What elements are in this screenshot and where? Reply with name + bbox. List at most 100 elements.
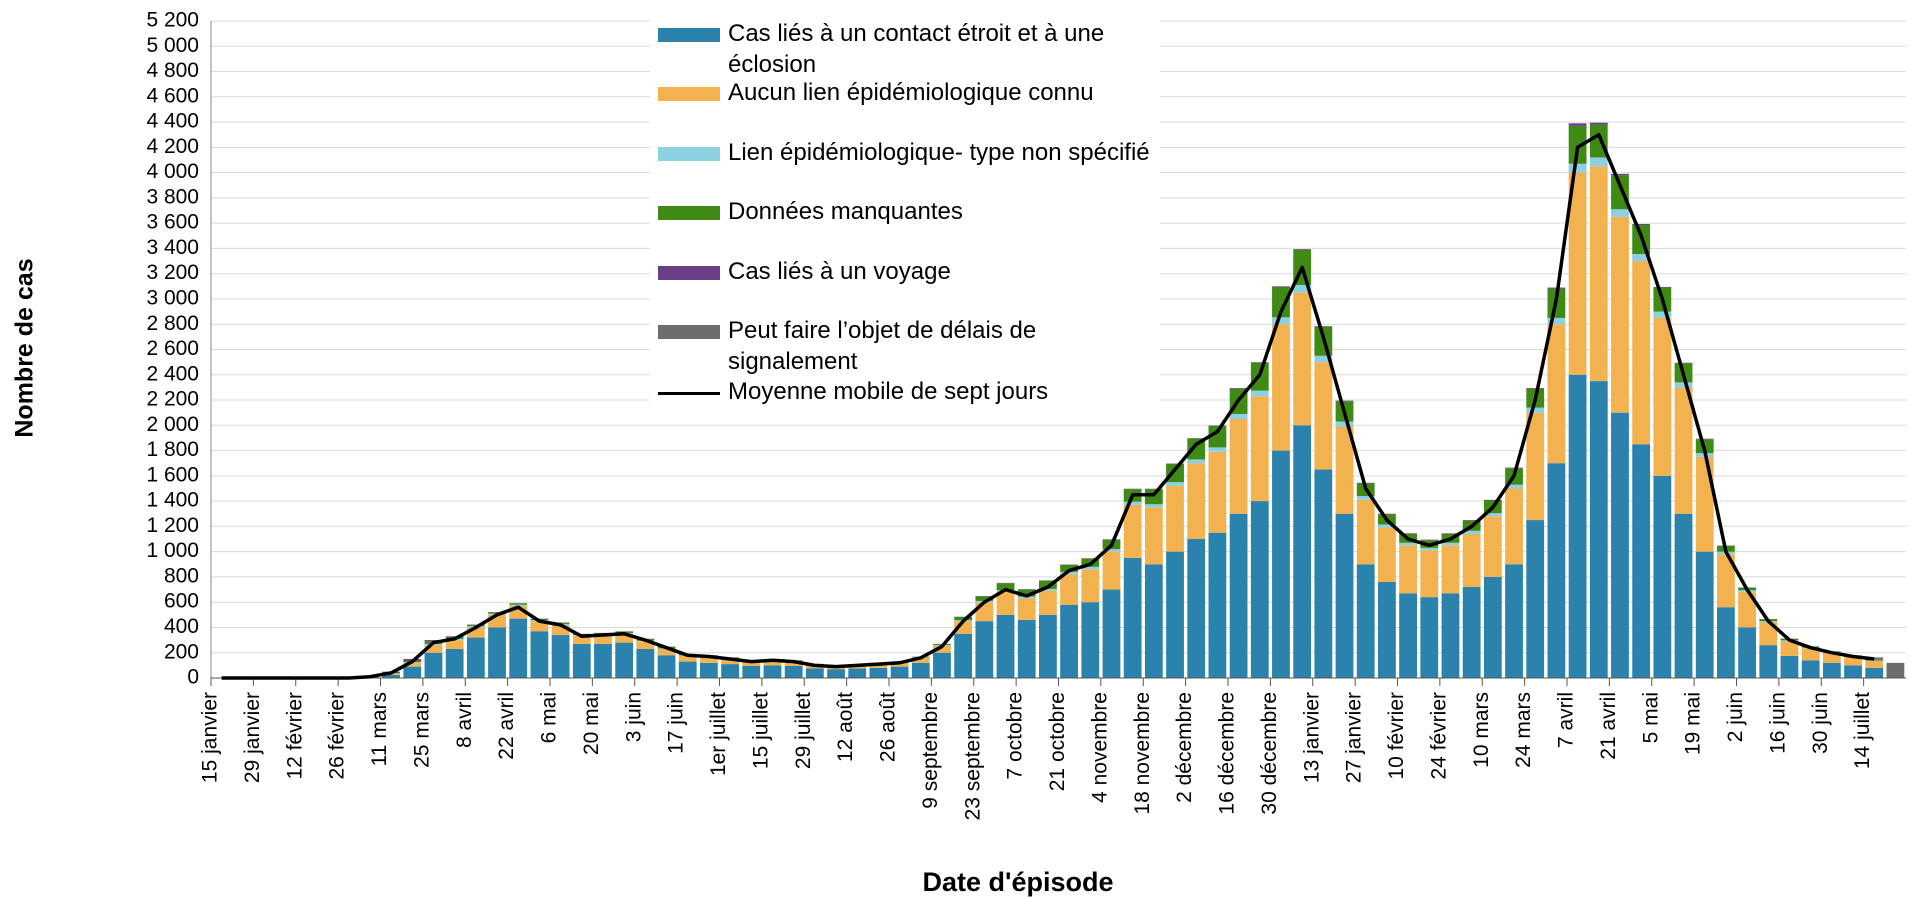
bar-segment [1314, 326, 1333, 327]
bar-segment [996, 583, 1015, 591]
bar-segment [1717, 554, 1735, 608]
bar-segment [763, 665, 782, 678]
legend-swatch [658, 206, 720, 220]
bar-segment [530, 631, 549, 678]
bar-segment [1187, 438, 1206, 460]
bar-segment [1102, 549, 1121, 552]
bar-segment [1399, 542, 1417, 546]
y-tick-label: 3 200 [146, 261, 199, 284]
y-tick-label: 2 800 [146, 312, 199, 335]
bar-segment [1505, 484, 1523, 489]
x-tick-label: 26 août [877, 692, 900, 762]
bar-segment [615, 642, 634, 678]
bar-segment [1568, 123, 1587, 126]
x-tick-label: 3 juin [622, 692, 645, 742]
y-tick-label: 1 200 [146, 514, 199, 537]
bar-segment [1060, 571, 1078, 575]
bar-segment [1378, 513, 1396, 515]
bar-segment [1229, 513, 1248, 678]
bar-segment [1229, 418, 1248, 514]
y-tick-label: 1 600 [146, 463, 199, 486]
bar-segment [1547, 317, 1566, 325]
bar-segment [1505, 564, 1523, 678]
bar-segment [1462, 530, 1481, 534]
bar-segment [1462, 520, 1481, 521]
x-tick-label: 19 mai [1682, 692, 1705, 755]
bar-segment [1589, 157, 1608, 167]
bar-segment [975, 621, 994, 678]
bar-segment [1441, 542, 1460, 546]
bar-segment [1780, 655, 1799, 678]
bar-segment [1314, 355, 1333, 363]
bar-segment [509, 604, 528, 606]
bar-segment [1526, 412, 1545, 521]
bar-segment [1526, 388, 1545, 389]
bar-segment [1483, 576, 1502, 678]
y-tick-label: 3 600 [146, 211, 199, 234]
bar-segment [1081, 569, 1100, 603]
bar-segment [1123, 557, 1142, 678]
bar-segment [1441, 593, 1460, 678]
x-tick-label: 5 mai [1639, 692, 1662, 743]
bar-segment [1399, 593, 1417, 678]
bar-segment [1695, 456, 1714, 552]
bar-segment [1674, 387, 1693, 514]
bar-segment [424, 652, 443, 678]
bar-segment [1526, 407, 1545, 413]
bar-segment [1632, 261, 1651, 445]
bar-segment [933, 652, 951, 678]
y-tick-label: 0 [187, 666, 199, 689]
y-tick-label: 5 000 [146, 34, 199, 57]
bar-segment [1674, 382, 1693, 388]
bar-segment [700, 662, 718, 678]
bar-segment [1420, 597, 1439, 678]
bar-segment [445, 640, 464, 649]
x-tick-label: 1er juillet [707, 692, 730, 776]
x-tick-label: 20 mai [580, 692, 603, 755]
bar-segment [424, 640, 443, 642]
bar-segment [1611, 175, 1629, 210]
bar-segment [1611, 412, 1629, 678]
legend-label: Cas liés à un contact étroit et à une éc… [728, 20, 1105, 78]
bar-segment [615, 633, 634, 643]
y-tick-label: 3 400 [146, 236, 199, 259]
bar-segment [911, 657, 930, 663]
y-tick-label: 4 400 [146, 110, 199, 133]
bar-segment [869, 664, 888, 668]
y-tick-label: 4 800 [146, 59, 199, 82]
bar-segment [1208, 425, 1227, 448]
bar-segment [1060, 604, 1078, 678]
bar-segment [1378, 581, 1396, 678]
x-axis-title: Date d'épisode [923, 867, 1114, 897]
bar-segment [530, 621, 549, 632]
bar-segment [1208, 451, 1227, 533]
bar-segment [1505, 467, 1523, 469]
bar-segment [1229, 413, 1248, 419]
x-tick-label: 18 novembre [1131, 692, 1154, 815]
x-tick-label: 16 juin [1766, 692, 1789, 754]
bar-segment [1356, 499, 1375, 565]
bar-segment [1420, 547, 1439, 551]
bar-segment [1632, 224, 1651, 226]
x-tick-label: 2 juin [1724, 692, 1747, 742]
bar-segment [1166, 485, 1184, 552]
x-tick-label: 15 janvier [199, 692, 222, 783]
bar-segment [1801, 660, 1820, 678]
y-tick-label: 800 [164, 564, 199, 587]
bar-segment [1547, 324, 1566, 464]
bar-segment [1166, 482, 1184, 486]
bar-segment [1272, 286, 1290, 318]
bar-segment [1568, 374, 1587, 678]
bar-segment [594, 635, 612, 644]
bar-segment [848, 668, 867, 678]
bar-segment [1653, 475, 1672, 678]
bar-segment [403, 662, 422, 667]
bar-segment [1060, 564, 1078, 572]
bar-segment [657, 655, 676, 678]
y-tick-label: 400 [164, 615, 199, 638]
bar-segment [1123, 501, 1142, 505]
bar-segment [1102, 551, 1121, 590]
y-tick-label: 2 200 [146, 388, 199, 411]
x-tick-label: 15 juillet [749, 692, 772, 769]
bar-segment [1250, 390, 1269, 397]
